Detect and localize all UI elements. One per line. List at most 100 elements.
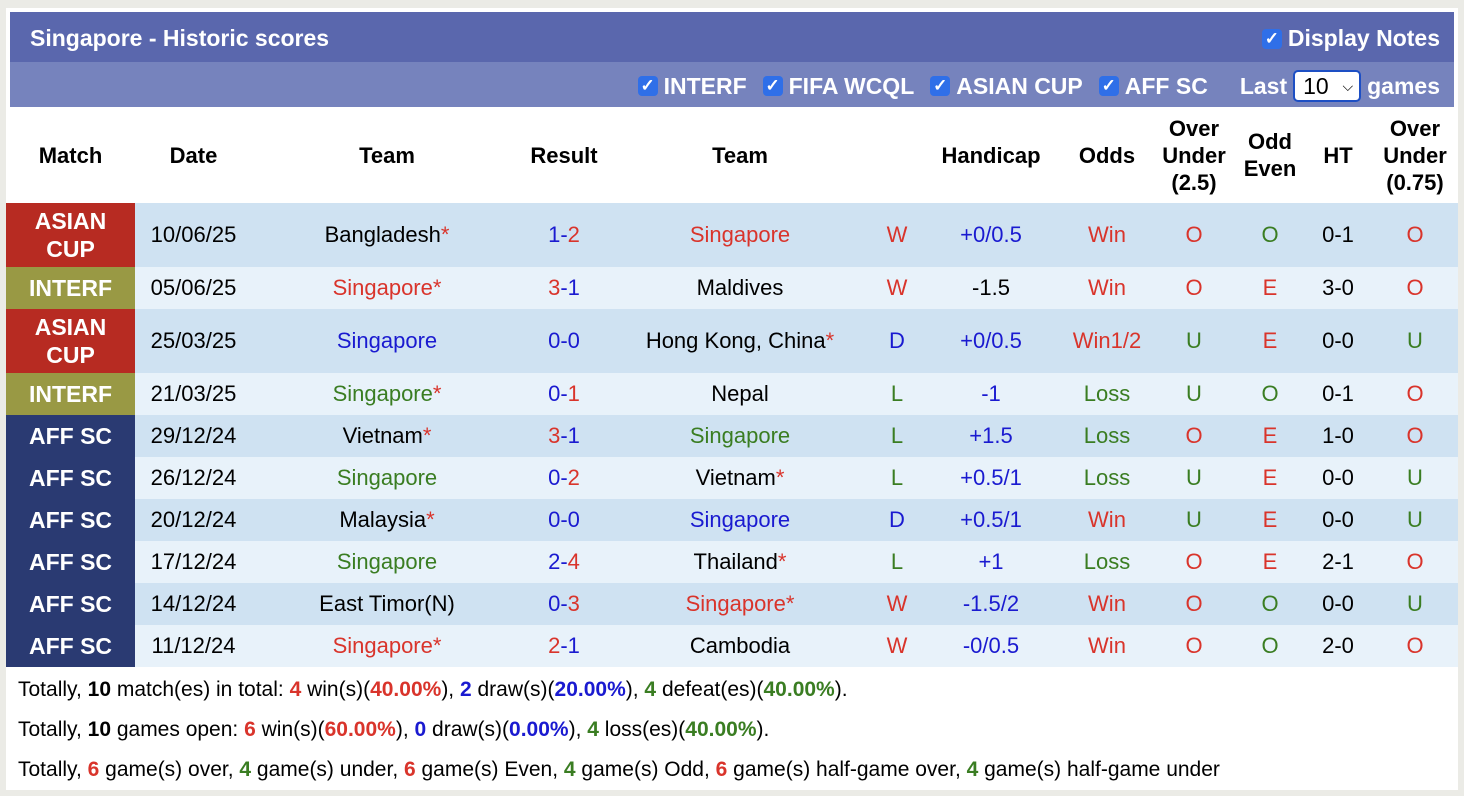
away-team-name[interactable]: Cambodia xyxy=(689,633,791,658)
home-team-name[interactable]: Singapore xyxy=(332,633,433,658)
result-score[interactable]: 2-1 xyxy=(522,625,606,667)
away-team[interactable]: Maldives xyxy=(606,267,874,309)
win-loss: L xyxy=(874,373,920,415)
away-team[interactable]: Thailand* xyxy=(606,541,874,583)
away-team-name[interactable]: Nepal xyxy=(711,381,769,406)
checkbox-checked-icon[interactable]: ✓ xyxy=(762,76,783,96)
table-row[interactable]: AFF SC 17/12/24 Singapore 2-4 Thailand* L +1 Lo… xyxy=(6,541,1458,583)
away-team[interactable]: Cambodia xyxy=(606,625,874,667)
home-team-name[interactable]: Singapore xyxy=(332,275,433,300)
away-team-name[interactable]: Singapore xyxy=(689,507,791,532)
summary-text: 40.00% xyxy=(370,678,442,701)
competition-badge[interactable]: INTERF xyxy=(6,373,135,415)
home-team-name[interactable]: Singapore xyxy=(336,328,438,353)
result-score[interactable]: 0-3 xyxy=(522,583,606,625)
table-row[interactable]: AFF SC 29/12/24 Vietnam* 3-1 Singapore L +1.5 L… xyxy=(6,415,1458,457)
summary-text: Totally, xyxy=(18,718,88,741)
away-team[interactable]: Hong Kong, China* xyxy=(606,309,874,373)
odd-even: E xyxy=(1236,541,1304,583)
away-team[interactable]: Vietnam* xyxy=(606,457,874,499)
table-row[interactable]: AFF SC 14/12/24 East Timor(N) 0-3 Singapore*… xyxy=(6,583,1458,625)
away-team-name[interactable]: Singapore xyxy=(689,423,791,448)
table-row[interactable]: AFF SC 20/12/24 Malaysia* 0-0 Singapore D +0.5… xyxy=(6,499,1458,541)
home-team-name[interactable]: Singapore xyxy=(336,465,438,490)
competition-badge[interactable]: AFF SC xyxy=(6,541,135,583)
home-team[interactable]: Singapore xyxy=(252,541,522,583)
result-score[interactable]: 1-2 xyxy=(522,203,606,267)
competition-badge[interactable]: AFF SC xyxy=(6,625,135,667)
win-loss: D xyxy=(874,309,920,373)
result-score[interactable]: 0-0 xyxy=(522,309,606,373)
away-team[interactable]: Singapore xyxy=(606,203,874,267)
match-date: 17/12/24 xyxy=(135,541,252,583)
away-team-name[interactable]: Singapore xyxy=(685,591,786,616)
table-row[interactable]: INTERF 21/03/25 Singapore* 0-1 Nepal L -1 Loss U… xyxy=(6,373,1458,415)
checkbox-checked-icon[interactable]: ✓ xyxy=(1098,76,1119,96)
away-team[interactable]: Singapore xyxy=(606,499,874,541)
odd-even: O xyxy=(1236,625,1304,667)
over-under-2-5: U xyxy=(1152,309,1236,373)
home-goals: 2 xyxy=(548,633,561,658)
competition-badge[interactable]: ASIAN CUP xyxy=(6,309,135,373)
display-notes-toggle[interactable]: ✓ Display Notes xyxy=(1261,25,1440,52)
home-team[interactable]: Vietnam* xyxy=(252,415,522,457)
home-team-name[interactable]: Singapore xyxy=(336,549,438,574)
home-team[interactable]: Singapore* xyxy=(252,625,522,667)
away-goals: 3 xyxy=(567,591,580,616)
result-score[interactable]: 0-1 xyxy=(522,373,606,415)
display-notes-label: Display Notes xyxy=(1287,25,1440,51)
summary-text: 6 xyxy=(87,758,100,781)
last-games-select[interactable]: 10 ⌵ xyxy=(1293,70,1362,102)
home-team-name[interactable]: Singapore xyxy=(332,381,433,406)
competition-badge[interactable]: ASIAN CUP xyxy=(6,203,135,267)
table-row[interactable]: ASIAN CUP 25/03/25 Singapore 0-0 Hong Kong, C… xyxy=(6,309,1458,373)
away-team-name[interactable]: Thailand xyxy=(693,549,778,574)
away-team[interactable]: Singapore xyxy=(606,415,874,457)
away-team[interactable]: Nepal xyxy=(606,373,874,415)
competition-badge[interactable]: AFF SC xyxy=(6,415,135,457)
odds-result: Win1/2 xyxy=(1062,309,1152,373)
filter-asian-cup[interactable]: ✓ ASIAN CUP xyxy=(930,73,1083,100)
table-row[interactable]: ASIAN CUP 10/06/25 Bangladesh* 1-2 Singapore W… xyxy=(6,203,1458,267)
home-team[interactable]: Singapore xyxy=(252,309,522,373)
result-score[interactable]: 0-2 xyxy=(522,457,606,499)
competition-badge[interactable]: AFF SC xyxy=(6,499,135,541)
competition-badge[interactable]: AFF SC xyxy=(6,457,135,499)
checkbox-checked-icon[interactable]: ✓ xyxy=(1261,28,1282,49)
result-score[interactable]: 2-4 xyxy=(522,541,606,583)
filter-aff-sc[interactable]: ✓ AFF SC xyxy=(1098,73,1208,100)
table-row[interactable]: INTERF 05/06/25 Singapore* 3-1 Maldives W -1.5… xyxy=(6,267,1458,309)
home-team[interactable]: Singapore* xyxy=(252,373,522,415)
home-goals: 1 xyxy=(548,222,561,247)
competition-badge[interactable]: AFF SC xyxy=(6,583,135,625)
match-date: 29/12/24 xyxy=(135,415,252,457)
home-goals: 0 xyxy=(548,465,561,490)
home-team-name[interactable]: Malaysia xyxy=(339,507,427,532)
away-team-name[interactable]: Hong Kong, China xyxy=(645,328,826,353)
competition-badge[interactable]: INTERF xyxy=(6,267,135,309)
result-score[interactable]: 3-1 xyxy=(522,415,606,457)
home-team[interactable]: Singapore xyxy=(252,457,522,499)
win-loss: W xyxy=(874,625,920,667)
home-team[interactable]: Malaysia* xyxy=(252,499,522,541)
table-row[interactable]: AFF SC 11/12/24 Singapore* 2-1 Cambodia W -0/0… xyxy=(6,625,1458,667)
home-team[interactable]: East Timor(N) xyxy=(252,583,522,625)
away-team-name[interactable]: Maldives xyxy=(696,275,784,300)
filter-fifa-wcql[interactable]: ✓ FIFA WCQL xyxy=(762,73,914,100)
away-team-name[interactable]: Singapore xyxy=(689,222,791,247)
away-team[interactable]: Singapore* xyxy=(606,583,874,625)
home-team-name[interactable]: Bangladesh xyxy=(324,222,441,247)
table-row[interactable]: AFF SC 26/12/24 Singapore 0-2 Vietnam* L +0.5/… xyxy=(6,457,1458,499)
filter-interf[interactable]: ✓ INTERF xyxy=(637,73,747,100)
home-team[interactable]: Bangladesh* xyxy=(252,203,522,267)
home-goals: 0 xyxy=(548,591,561,616)
result-score[interactable]: 0-0 xyxy=(522,499,606,541)
away-team-name[interactable]: Vietnam xyxy=(695,465,776,490)
home-team-name[interactable]: East Timor(N) xyxy=(319,591,455,616)
checkbox-checked-icon[interactable]: ✓ xyxy=(930,76,951,96)
win-loss: L xyxy=(874,457,920,499)
home-team-name[interactable]: Vietnam xyxy=(342,423,423,448)
result-score[interactable]: 3-1 xyxy=(522,267,606,309)
checkbox-checked-icon[interactable]: ✓ xyxy=(637,76,658,96)
home-team[interactable]: Singapore* xyxy=(252,267,522,309)
